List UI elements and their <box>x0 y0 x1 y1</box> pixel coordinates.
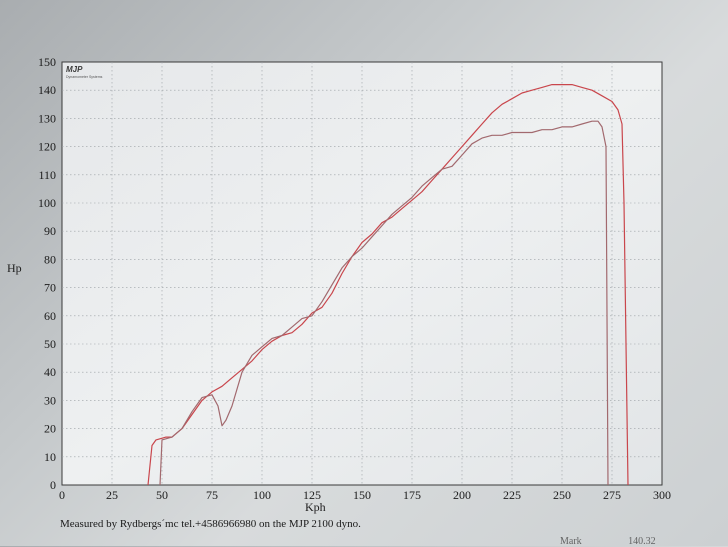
y-axis-title: Hp <box>7 261 22 275</box>
x-tick-label: 275 <box>603 488 621 502</box>
tick-labels: 0 25 50 75 100 125 150 175 200 225 250 275 300 0 10 20 3… <box>38 55 671 502</box>
y-tick-label: 80 <box>44 252 56 266</box>
x-tick-label: 0 <box>59 488 65 502</box>
x-tick-label: 75 <box>206 488 218 502</box>
x-axis-title: Kph <box>305 500 326 514</box>
x-tick-label: 250 <box>553 488 571 502</box>
y-tick-label: 10 <box>44 450 56 464</box>
y-tick-label: 20 <box>44 422 56 436</box>
y-tick-label: 100 <box>38 196 56 210</box>
x-tick-label: 50 <box>156 488 168 502</box>
logo: MJP Dynamometer Systems <box>66 65 103 79</box>
y-tick-label: 60 <box>44 309 56 323</box>
y-tick-label: 40 <box>44 365 56 379</box>
y-tick-label: 120 <box>38 140 56 154</box>
y-tick-label: 90 <box>44 224 56 238</box>
y-tick-label: 130 <box>38 111 56 125</box>
y-tick-label: 30 <box>44 393 56 407</box>
grid-lines <box>62 62 662 485</box>
x-tick-label: 225 <box>503 488 521 502</box>
footer-note: Measured by Rydbergs´mc tel.+4586966980 … <box>60 518 361 530</box>
series-lines <box>147 83 629 486</box>
series-line-2 <box>159 120 609 486</box>
series-line-1 <box>147 83 629 486</box>
corner-text-right: 140.32 <box>628 536 656 547</box>
plot-area <box>61 61 663 486</box>
corner-text-left: Mark <box>560 536 582 547</box>
y-tick-label: 0 <box>50 478 56 492</box>
y-tick-label: 70 <box>44 281 56 295</box>
x-tick-label: 150 <box>353 488 371 502</box>
x-tick-label: 25 <box>106 488 118 502</box>
y-tick-label: 140 <box>38 83 56 97</box>
y-tick-label: 110 <box>38 168 56 182</box>
x-tick-label: 125 <box>303 488 321 502</box>
x-tick-label: 200 <box>453 488 471 502</box>
logo-subtitle: Dynamometer Systems <box>66 75 103 79</box>
x-tick-label: 300 <box>653 488 671 502</box>
x-tick-label: 175 <box>403 488 421 502</box>
logo-mark: MJP <box>66 65 83 74</box>
y-tick-label: 50 <box>44 337 56 351</box>
x-tick-label: 100 <box>253 488 271 502</box>
y-tick-label: 150 <box>38 55 56 69</box>
corner-fragments: Mark 140.32 <box>560 536 700 547</box>
